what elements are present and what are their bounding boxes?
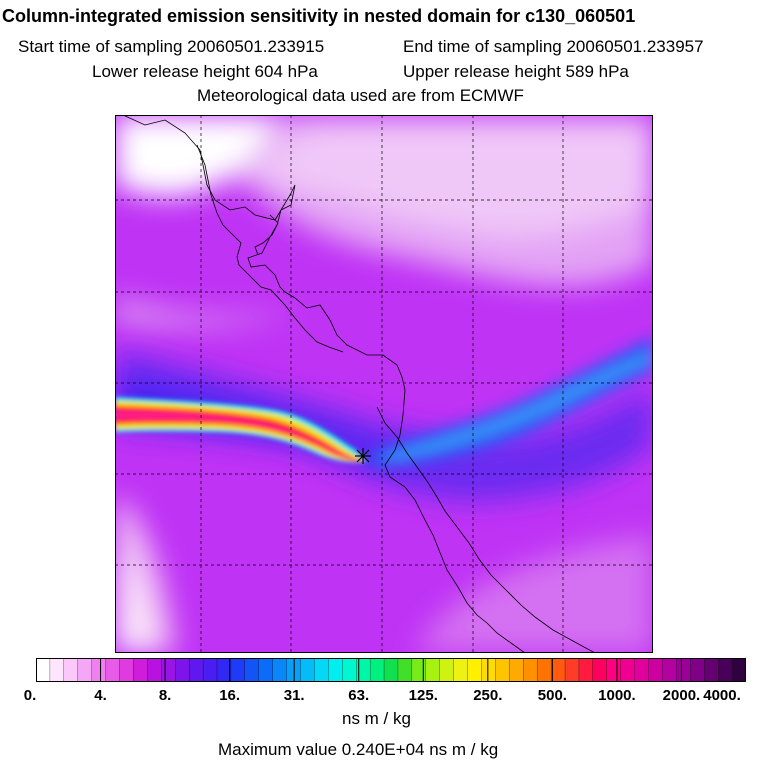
colorbar-major-ticks xyxy=(100,658,682,682)
colorbar-cell xyxy=(188,658,204,682)
colorbar-cell xyxy=(230,658,246,682)
main-plume xyxy=(115,397,367,463)
release-lower: Lower release height 604 hPa xyxy=(92,62,318,81)
colorbar-cell xyxy=(147,658,163,682)
colorbar-cell xyxy=(105,658,121,682)
colorbar-cell xyxy=(133,658,149,682)
colorbar-cell xyxy=(704,658,719,682)
colorbar-cell xyxy=(481,658,497,682)
colorbar-cell xyxy=(202,658,218,682)
release-point-marker xyxy=(355,448,371,464)
colorbar-cell xyxy=(175,658,190,682)
colorbar-tick-label: 4000. xyxy=(703,687,741,704)
colorbar-tick-label: 31. xyxy=(283,687,305,704)
colorbar-cell xyxy=(63,658,79,682)
colorbar-cell xyxy=(119,658,135,682)
colorbar-cell xyxy=(49,658,65,682)
colorbar-cell xyxy=(272,658,288,682)
colorbar-cell xyxy=(258,658,274,682)
plot-title: Column-integrated emission sensitivity i… xyxy=(2,6,636,26)
colorbar-cell xyxy=(91,658,107,682)
low-sensitivity-areas xyxy=(115,115,653,653)
colorbar-cell xyxy=(676,658,692,682)
colorbar-unit: ns m / kg xyxy=(342,709,411,728)
maximum-value: Maximum value 0.240E+04 ns m / kg xyxy=(218,740,499,759)
colorbar-cell xyxy=(718,658,733,682)
colorbar-cell xyxy=(495,658,511,682)
colorbar-cell xyxy=(731,658,746,682)
colorbar-cell xyxy=(620,658,636,682)
colorbar-cell xyxy=(550,658,566,682)
coastlines xyxy=(122,115,596,653)
colorbar-cell xyxy=(592,658,608,682)
colorbar-cell xyxy=(36,658,51,682)
colorbar-cell xyxy=(564,658,580,682)
colorbar-cell xyxy=(77,658,93,682)
sampling-end: End time of sampling 20060501.233957 xyxy=(403,37,704,56)
colorbar-cell xyxy=(383,658,399,682)
colorbar-tick-label: 1000. xyxy=(598,687,636,704)
colorbar-tick-label: 2000. xyxy=(662,687,701,704)
map-frame xyxy=(115,115,653,653)
colorbar-cell xyxy=(425,658,441,682)
colorbar-cell xyxy=(467,658,483,682)
colorbar-cells xyxy=(36,658,746,682)
colorbar-tick-label: 500. xyxy=(537,687,567,704)
colorbar-tick-label: 16. xyxy=(219,687,241,704)
colorbar-cell xyxy=(523,658,538,682)
colorbar-cell xyxy=(411,658,427,682)
met-data-source: Meteorological data used are from ECMWF xyxy=(197,86,524,105)
sensitivity-map xyxy=(115,115,653,653)
colorbar-cell xyxy=(648,658,664,682)
colorbar-tick-label: 8. xyxy=(158,687,172,704)
colorbar-cell xyxy=(342,658,357,682)
colorbar-cell xyxy=(509,658,524,682)
colorbar-cell xyxy=(578,658,594,682)
colorbar-tick-label: 125. xyxy=(408,687,438,704)
colorbar xyxy=(36,658,746,682)
colorbar-cell xyxy=(300,658,316,682)
colorbar-cell xyxy=(439,658,455,682)
sampling-start: Start time of sampling 20060501.233915 xyxy=(18,37,325,56)
release-upper: Upper release height 589 hPa xyxy=(403,62,629,81)
colorbar-cell xyxy=(328,658,344,682)
colorbar-cell xyxy=(690,658,705,682)
colorbar-cell xyxy=(662,658,678,682)
colorbar-cell xyxy=(634,658,650,682)
colorbar-tick-label: 4. xyxy=(94,687,107,704)
colorbar-tick-label: 250. xyxy=(473,687,503,704)
colorbar-cell xyxy=(397,658,413,682)
colorbar-cell xyxy=(369,658,385,682)
colorbar-cell xyxy=(453,658,469,682)
colorbar-cell xyxy=(537,658,552,682)
colorbar-tick-label: 63. xyxy=(348,687,370,704)
corridor-plume xyxy=(370,337,653,467)
colorbar-cell xyxy=(314,658,330,682)
colorbar-cell xyxy=(606,658,622,682)
colorbar-cell xyxy=(161,658,176,682)
colorbar-tick-label: 0. xyxy=(23,687,37,704)
colorbar-cell xyxy=(244,658,260,682)
